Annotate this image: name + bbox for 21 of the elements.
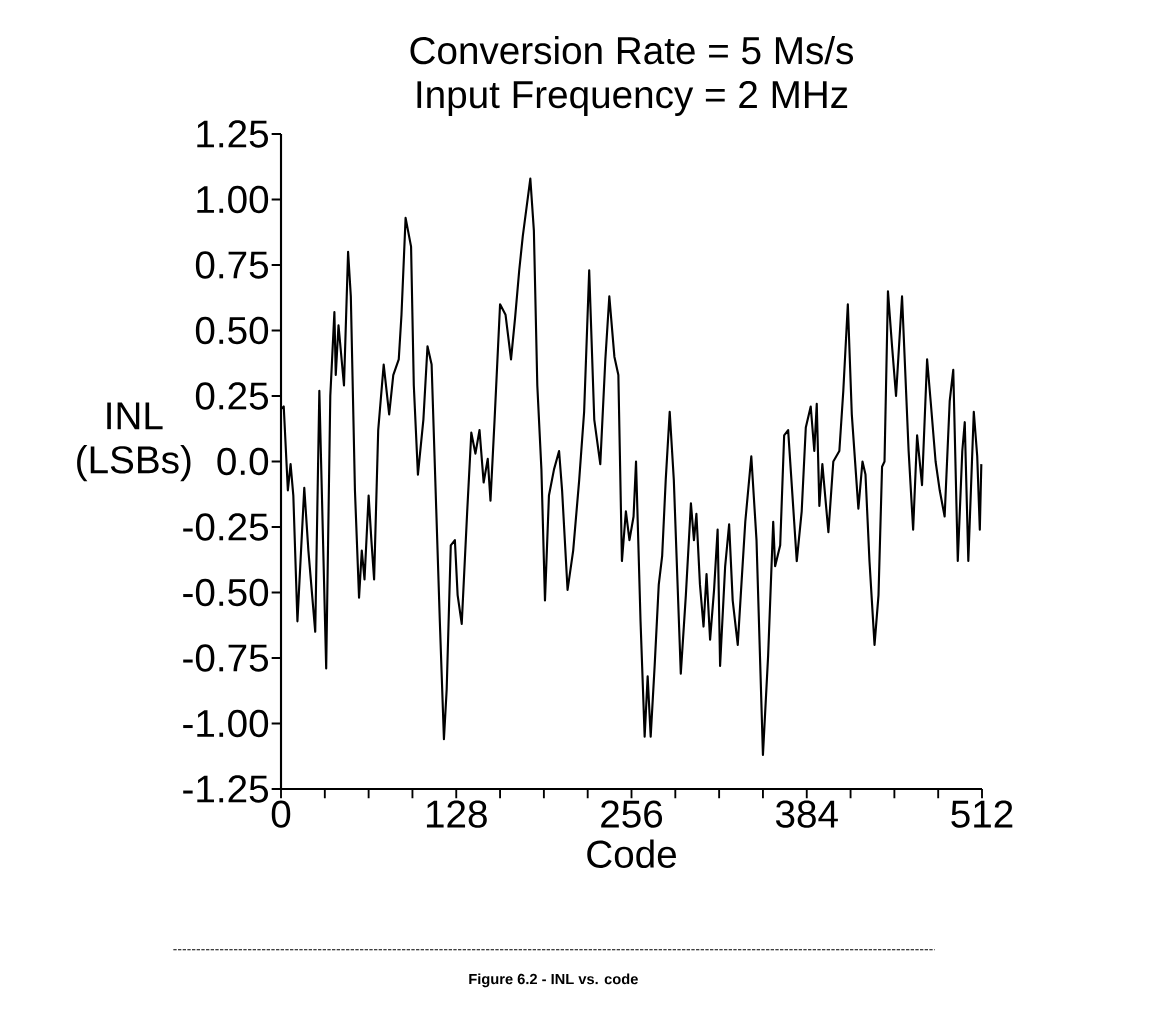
y-tick-label: 0.25 [195, 382, 268, 410]
y-tick-label: -1.25 [183, 775, 268, 803]
x-tick-label: 256 [601, 800, 663, 828]
y-tick-label: 0.0 [217, 447, 269, 476]
x-tick-label: 0 [271, 800, 291, 828]
y-tick-label: 0.75 [195, 251, 268, 279]
caption: Figure 6.2 - INL vs. code [469, 973, 638, 988]
y-axis-title: INL (LSBs) [77, 402, 191, 482]
x-tick-label: 384 [775, 800, 838, 828]
x-tick-label: 512 [951, 800, 1013, 828]
y-tick-label: -0.25 [183, 513, 268, 541]
y-tick-label: -1.00 [183, 709, 269, 738]
y-tick-label: 1.00 [197, 185, 269, 214]
chart-subtitle: Input Frequency = 2 MHz [417, 80, 848, 116]
y-tick-label: -0.75 [183, 644, 268, 672]
y-tick-label: 0.50 [195, 316, 269, 345]
x-axis-title: Code [587, 839, 676, 868]
y-tick-label: -0.50 [183, 578, 269, 607]
chart-title: Conversion Rate = 5 Ms/s [410, 35, 854, 65]
y-tick-label: 1.25 [197, 120, 268, 148]
x-tick-label: 128 [426, 800, 487, 828]
